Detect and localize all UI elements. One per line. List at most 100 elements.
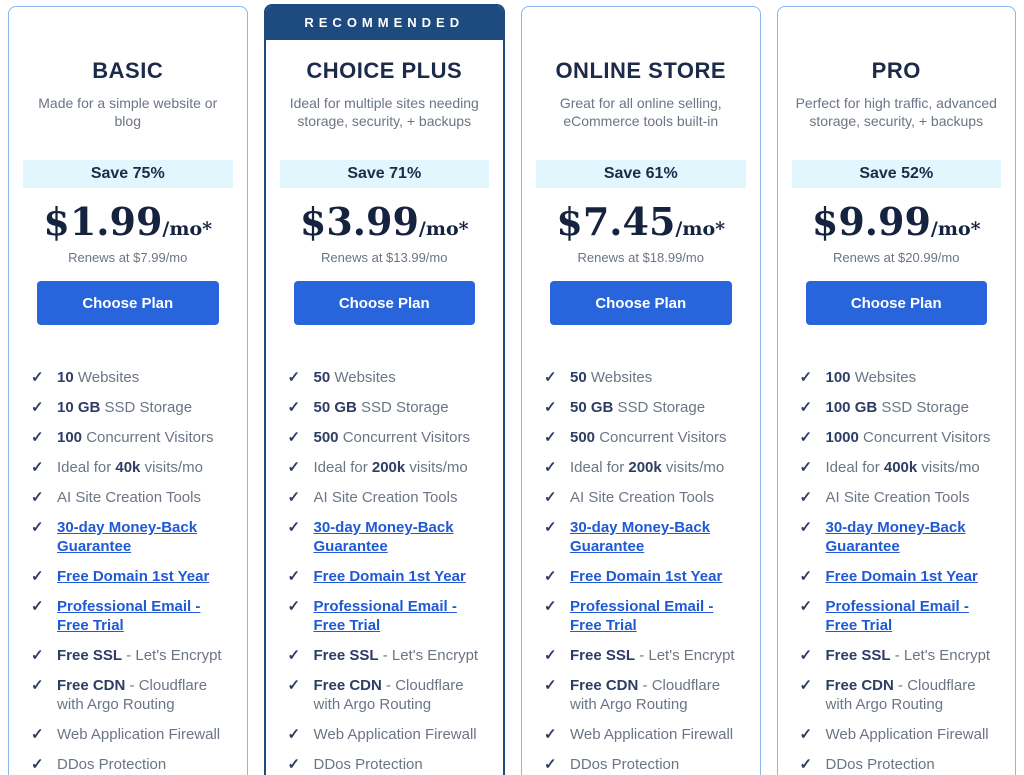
feature-text: Ideal for 200k visits/mo [314,458,468,477]
feature-item: ✓ Free CDN - Cloudflare with Argo Routing [288,676,492,714]
check-icon: ✓ [287,568,301,585]
feature-plain-text: Concurrent Visitors [82,429,214,446]
feature-text: Free CDN - Cloudflare with Argo Routing [57,676,235,714]
choose-plan-button[interactable]: Choose Plan [550,281,732,325]
save-badge: Save 71% [279,160,489,188]
feature-plain-text: Web Application Firewall [570,726,734,743]
feature-text: 30-day Money-Back Guarantee [570,518,748,556]
feature-link[interactable]: Professional Email - Free Trial [825,598,969,634]
feature-link[interactable]: Free Domain 1st Year [313,568,466,585]
feature-link[interactable]: Free Domain 1st Year [57,568,210,585]
check-icon: ✓ [799,598,813,615]
feature-plain-text: DDos Protection [570,756,680,773]
feature-plain-text: Web Application Firewall [825,726,989,743]
feature-item: ✓ 500 Concurrent Visitors [544,428,748,447]
feature-text: Ideal for 400k visits/mo [826,458,980,477]
feature-link[interactable]: 30-day Money-Back Guarantee [313,519,454,555]
choose-plan-button[interactable]: Choose Plan [293,281,475,325]
feature-list: ✓ 100 Websites ✓ 100 GB SSD Storage ✓ 1000 Co… [778,325,1016,775]
plan-card-basic: BASIC Made for a simple website or blog … [8,6,248,775]
feature-plain-text: Concurrent Visitors [595,429,727,446]
feature-list: ✓ 50 Websites ✓ 50 GB SSD Storage ✓ 500 Concu… [522,325,760,775]
feature-item: ✓ 50 Websites [544,368,748,387]
feature-text: Free SSL - Let's Encrypt [57,646,222,665]
feature-item: ✓ Web Application Firewall [800,725,1004,744]
feature-item: ✓ Web Application Firewall [31,725,235,744]
check-icon: ✓ [544,647,557,664]
feature-text: DDos Protection [570,755,679,774]
feature-highlight: 40k [115,459,141,476]
check-icon: ✓ [799,568,813,585]
feature-highlight: Free SSL [825,647,891,664]
check-icon: ✓ [287,429,301,446]
check-icon: ✓ [31,489,44,506]
check-icon: ✓ [31,369,44,386]
feature-highlight: 100 GB [825,399,878,416]
feature-list: ✓ 50 Websites ✓ 50 GB SSD Storage ✓ 500 Concu… [266,325,504,775]
feature-link[interactable]: 30-day Money-Back Guarantee [825,519,966,555]
price-suffix: /mo* [162,218,213,240]
feature-text: Free CDN - Cloudflare with Argo Routing [314,676,492,714]
feature-link[interactable]: Professional Email - Free Trial [570,598,714,634]
plan-card-body: PRO Perfect for high traffic, advanced s… [778,7,1016,775]
feature-link[interactable]: Professional Email - Free Trial [313,598,457,634]
check-icon: ✓ [31,459,44,476]
feature-plain-text: - Let's Encrypt [890,647,991,664]
plan-name: CHOICE PLUS [306,58,463,83]
feature-plain-text: Ideal for [825,459,884,476]
feature-highlight: Free SSL [570,647,636,664]
feature-plain-text: AI Site Creation Tools [313,489,458,506]
feature-plain-text: Websites [73,369,140,386]
check-icon: ✓ [287,647,301,664]
feature-item: ✓ 30-day Money-Back Guarantee [288,518,492,556]
feature-item: ✓ Web Application Firewall [544,725,748,744]
feature-link[interactable]: Professional Email - Free Trial [57,598,201,634]
price-row: $3.99/mo* [266,200,504,244]
feature-highlight: Free CDN [57,677,126,694]
feature-plain-text: - Cloudflare with Argo Routing [825,677,976,713]
choose-plan-button[interactable]: Choose Plan [805,281,987,325]
feature-text: Free SSL - Let's Encrypt [314,646,479,665]
feature-text: 30-day Money-Back Guarantee [826,518,1004,556]
feature-text: Professional Email - Free Trial [314,597,492,635]
feature-highlight: Free CDN [825,677,894,694]
feature-text: Free SSL - Let's Encrypt [570,646,735,665]
feature-link[interactable]: 30-day Money-Back Guarantee [57,519,198,555]
save-badge: Save 52% [791,160,1001,188]
feature-text: 100 GB SSD Storage [826,398,969,417]
feature-text: 500 Concurrent Visitors [314,428,470,447]
feature-item: ✓ AI Site Creation Tools [800,488,1004,507]
feature-plain-text: Websites [850,369,917,386]
check-icon: ✓ [31,677,44,694]
feature-item: ✓ Free SSL - Let's Encrypt [800,646,1004,665]
feature-highlight: Free SSL [313,647,379,664]
feature-text: AI Site Creation Tools [57,488,201,507]
price-row: $9.99/mo* [778,200,1016,244]
feature-link[interactable]: 30-day Money-Back Guarantee [570,519,711,555]
feature-list: ✓ 10 Websites ✓ 10 GB SSD Storage ✓ 100 Concu… [9,325,247,775]
feature-item: ✓ 30-day Money-Back Guarantee [800,518,1004,556]
feature-plain-text: Concurrent Visitors [338,429,470,446]
feature-text: Web Application Firewall [314,725,477,744]
feature-text: DDos Protection [314,755,423,774]
feature-highlight: 200k [628,459,662,476]
feature-link[interactable]: Free Domain 1st Year [825,568,978,585]
feature-plain-text: Concurrent Visitors [858,429,991,446]
renewal-price: Renews at $7.99/mo [68,250,188,265]
feature-plain-text: visits/mo [405,459,468,476]
renewal-price: Renews at $18.99/mo [577,250,704,265]
feature-plain-text: Websites [330,369,396,386]
feature-text: Free SSL - Let's Encrypt [826,646,991,665]
check-icon: ✓ [544,399,557,416]
plan-price: $1.99 [43,199,163,244]
choose-plan-button[interactable]: Choose Plan [37,281,219,325]
check-icon: ✓ [287,519,301,536]
feature-text: DDos Protection [826,755,935,774]
feature-plain-text: DDos Protection [825,756,935,773]
feature-item: ✓ AI Site Creation Tools [31,488,235,507]
check-icon: ✓ [799,489,813,506]
feature-link[interactable]: Free Domain 1st Year [570,568,723,585]
plan-name: PRO [871,58,921,83]
feature-text: Professional Email - Free Trial [826,597,1004,635]
feature-plain-text: SSD Storage [356,399,449,416]
